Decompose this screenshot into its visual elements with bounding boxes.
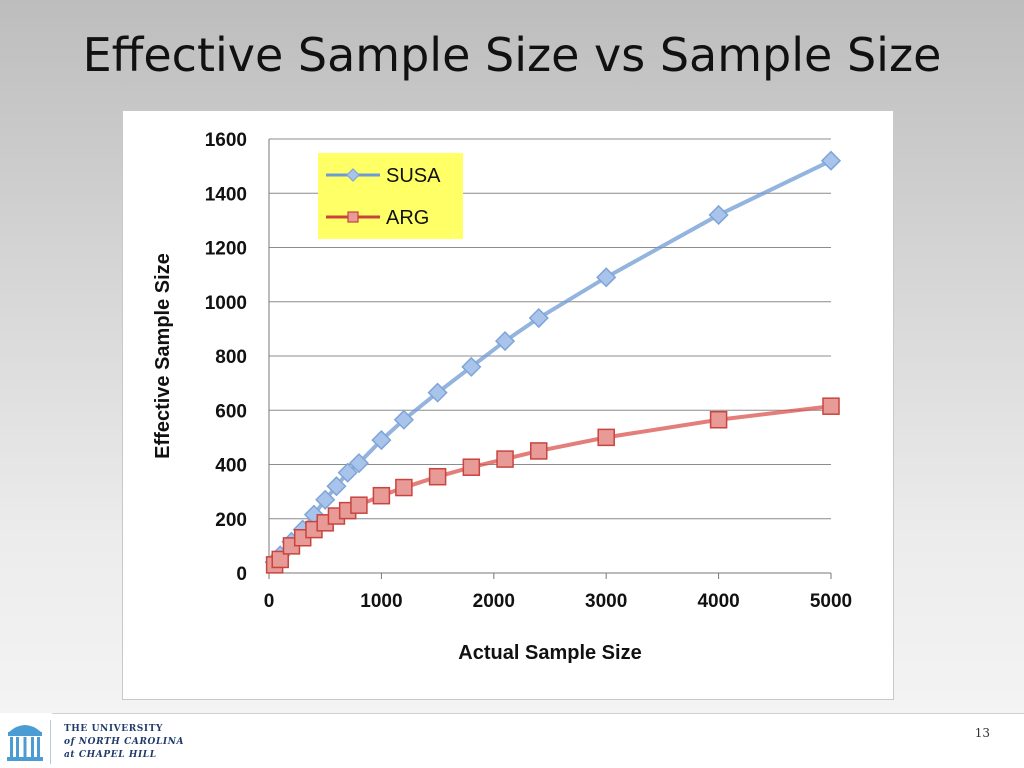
x-tick-label: 1000 [360, 591, 402, 612]
y-tick-label: 0 [236, 564, 247, 585]
data-point-susa [494, 331, 516, 352]
y-tick-label: 1400 [205, 184, 247, 205]
data-point-arg [350, 496, 368, 514]
slide-title: Effective Sample Size vs Sample Size [82, 28, 942, 82]
y-tick-label: 200 [215, 510, 247, 531]
data-point-susa [337, 462, 358, 483]
old-well-icon [6, 720, 44, 766]
series-line-arg [273, 404, 832, 567]
university-line-2: of NORTH CAROLINA [64, 737, 185, 747]
y-tick-label: 800 [215, 347, 247, 368]
x-tick-label: 4000 [697, 591, 739, 612]
data-point-susa [427, 382, 448, 403]
chart-frame: 0 200 400 600 800 1000 1200 1400 1600 0 1000 2000 30… [122, 110, 894, 700]
university-line-1: THE UNIVERSITY [64, 724, 164, 734]
y-tick-label: 1000 [205, 293, 247, 314]
y-tick-label: 1600 [205, 130, 247, 151]
x-tick-label: 5000 [810, 591, 852, 612]
legend-label-arg: ARG [386, 207, 429, 229]
data-point-arg [372, 486, 391, 505]
y-tick-label: 400 [215, 456, 247, 477]
x-axis-title: Actual Sample Size [458, 642, 641, 664]
legend-marker-arg [347, 211, 359, 223]
data-point-arg [496, 450, 514, 468]
legend-box [318, 153, 463, 239]
footer-bar [0, 713, 1024, 768]
footer-divider [52, 713, 1024, 714]
data-point-susa [315, 489, 336, 510]
data-point-arg [462, 458, 481, 476]
x-tick-label: 3000 [585, 591, 627, 612]
logo-separator [50, 720, 51, 764]
data-point-arg [530, 442, 548, 460]
data-point-susa [461, 356, 482, 377]
data-point-susa [326, 476, 347, 497]
data-point-arg [822, 397, 840, 415]
y-tick-label: 600 [215, 401, 247, 422]
data-point-arg [709, 410, 728, 429]
data-point-susa [596, 267, 617, 288]
page-number: 13 [974, 726, 990, 740]
y-tick-label: 1200 [205, 239, 247, 260]
data-point-susa [393, 409, 414, 430]
data-point-arg [395, 478, 413, 497]
data-point-susa [708, 204, 729, 226]
y-axis-title: Effective Sample Size [152, 253, 174, 459]
data-point-susa [528, 307, 549, 329]
legend-label-susa: SUSA [386, 165, 441, 187]
university-line-3: at CHAPEL HILL [64, 750, 157, 760]
university-wordmark: THE UNIVERSITY of NORTH CAROLINA at CHAP… [64, 723, 184, 762]
data-point-susa [820, 150, 842, 171]
data-point-susa [348, 453, 369, 474]
legend-marker-susa [346, 168, 360, 182]
data-point-arg [271, 550, 289, 569]
data-point-susa [371, 430, 392, 451]
effective-sample-size-chart: 0 200 400 600 800 1000 1200 1400 1600 0 1000 2000 30… [152, 130, 852, 664]
x-tick-label: 0 [264, 591, 275, 612]
data-point-arg [597, 428, 615, 447]
x-tick-label: 2000 [473, 591, 515, 612]
data-point-arg [428, 467, 447, 486]
